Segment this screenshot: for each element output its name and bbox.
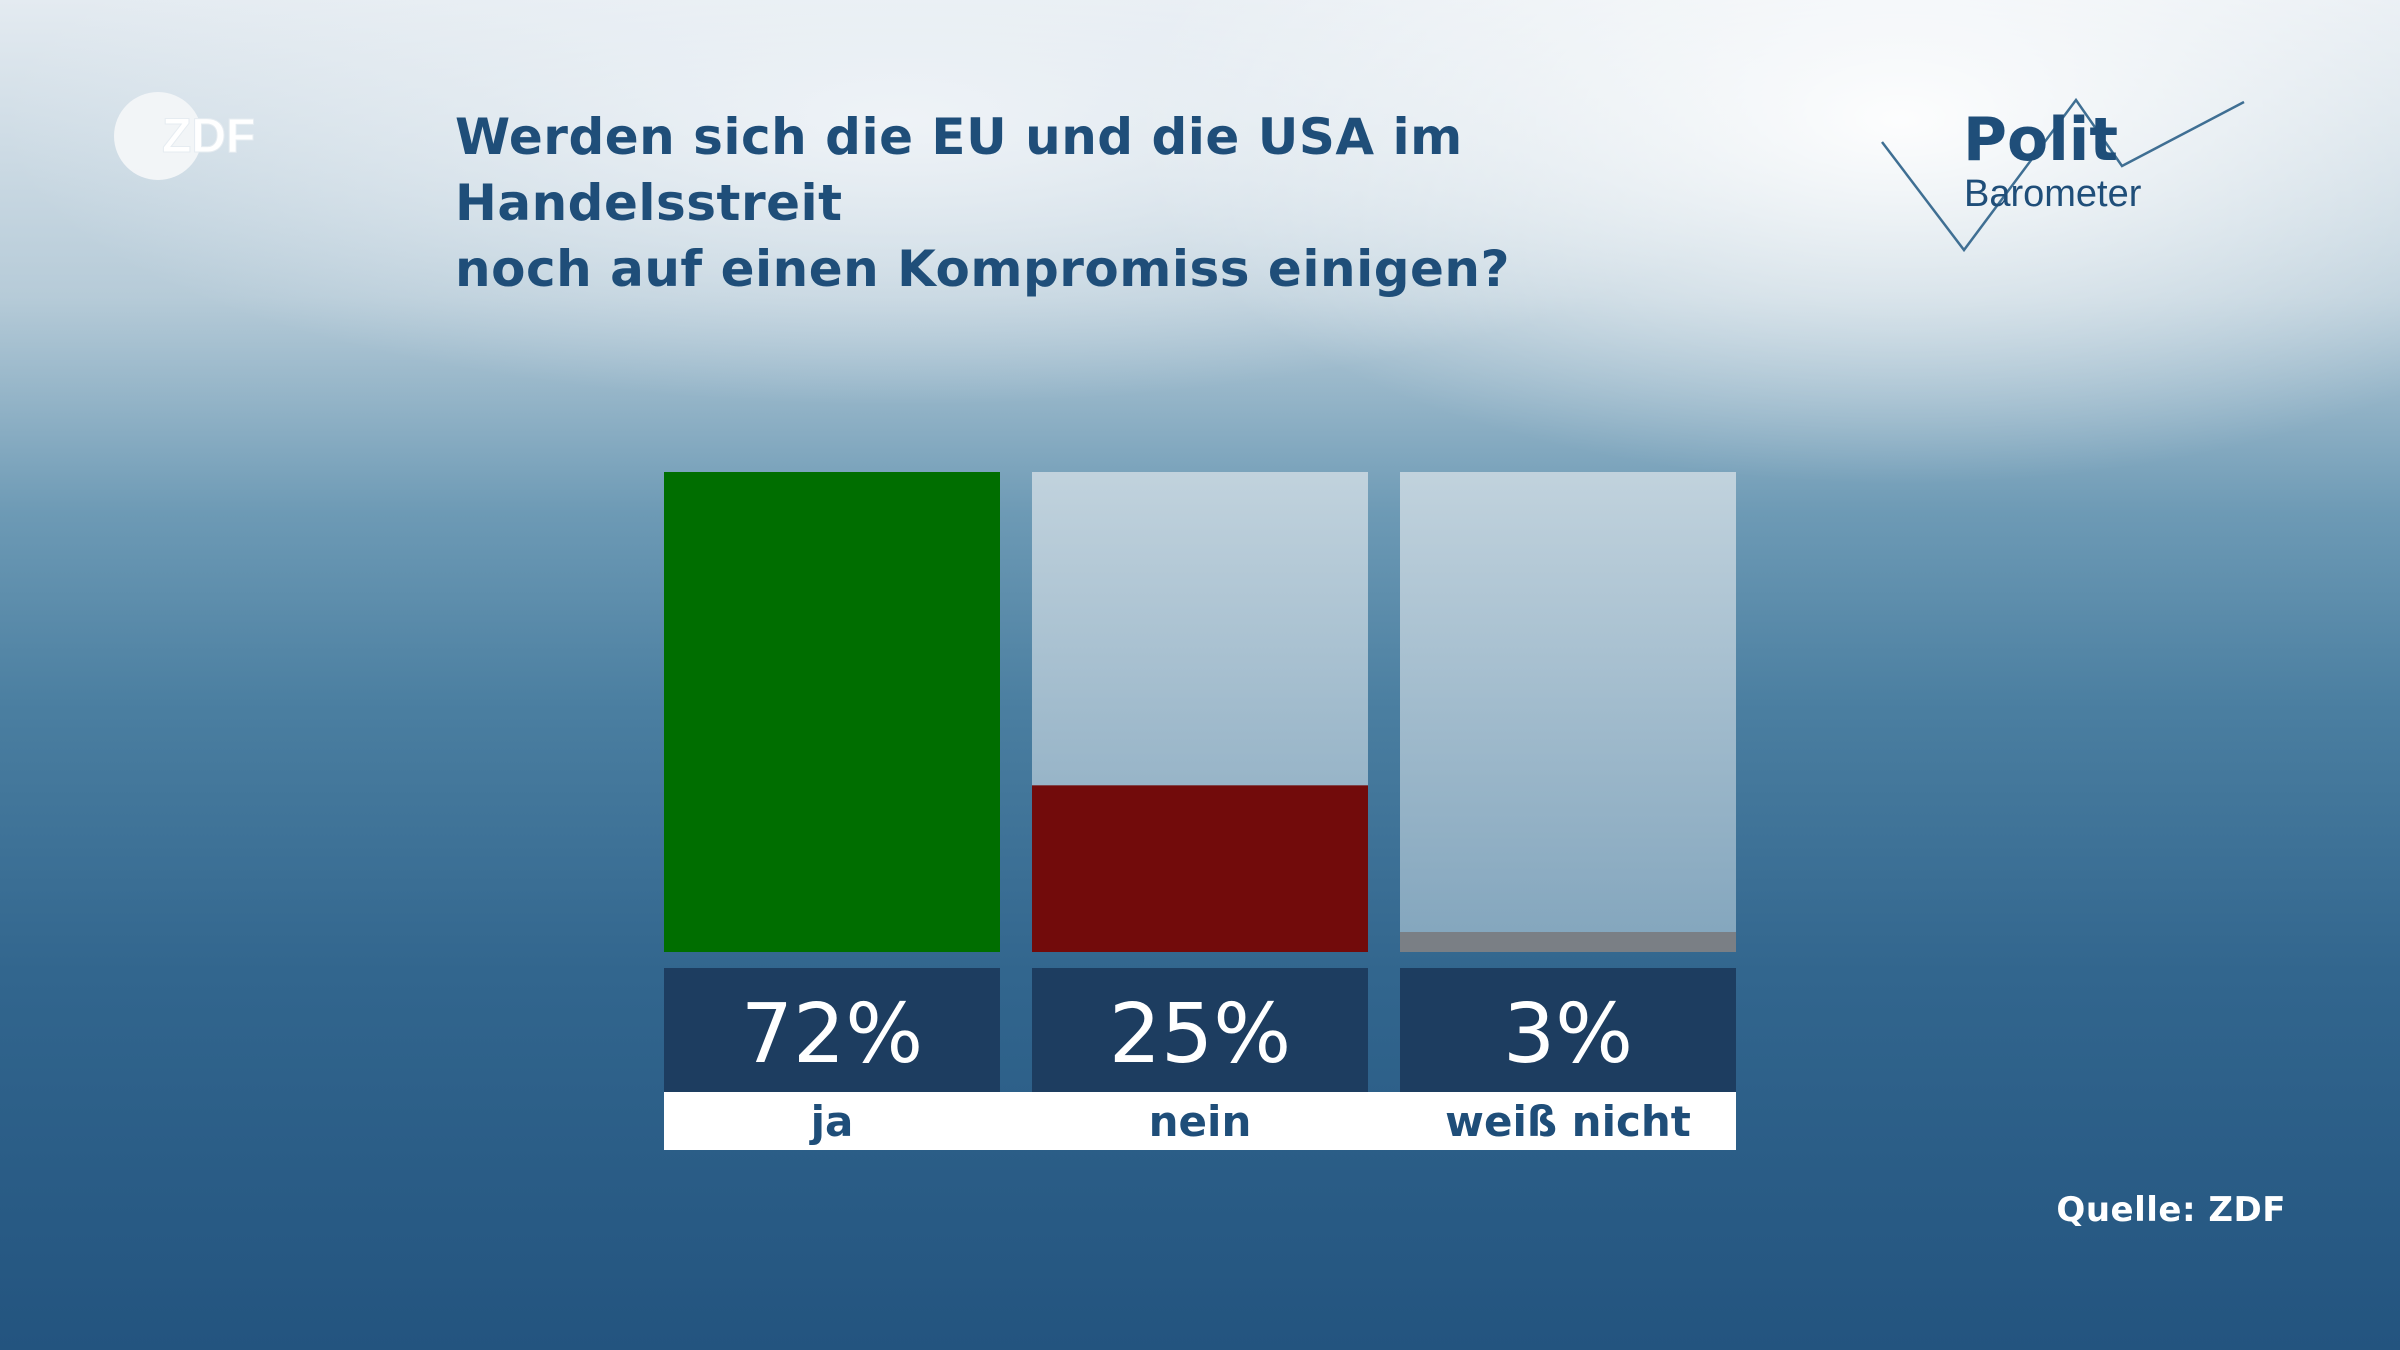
barometer-zigzag-line	[1881, 97, 2245, 253]
value-label: 25%	[1109, 987, 1291, 1082]
value-label-box	[1400, 968, 1736, 1092]
politbarometer-logo: Polit Barometer	[1881, 97, 2245, 253]
category-label: nein	[1149, 1097, 1252, 1146]
category-label: weiß nicht	[1445, 1097, 1691, 1146]
page-title: Werden sich die EU und die USA im Handel…	[455, 104, 1855, 302]
source-note: Quelle: ZDF	[2056, 1190, 2286, 1230]
bar-background	[1400, 472, 1736, 952]
title-line-2: noch auf einen Kompromiss einigen?	[455, 240, 1511, 298]
value-label-box	[1032, 968, 1368, 1092]
zdf-logo: ZDF	[114, 92, 256, 180]
polit-word: Polit	[1963, 105, 2118, 175]
bar-1	[664, 472, 1000, 952]
zdf-logo-circle	[114, 92, 202, 180]
zdf-logo-text: ZDF	[162, 110, 255, 163]
bar-2	[1032, 785, 1368, 952]
value-label: 3%	[1503, 987, 1633, 1082]
value-label-box	[664, 968, 1000, 1092]
bar-3	[1400, 932, 1736, 952]
title-line-1: Werden sich die EU und die USA im Handel…	[455, 108, 1463, 232]
barometer-word: Barometer	[1964, 173, 2142, 215]
category-label: ja	[809, 1097, 854, 1146]
category-label-strip	[664, 1092, 1736, 1150]
value-label: 72%	[741, 987, 923, 1082]
